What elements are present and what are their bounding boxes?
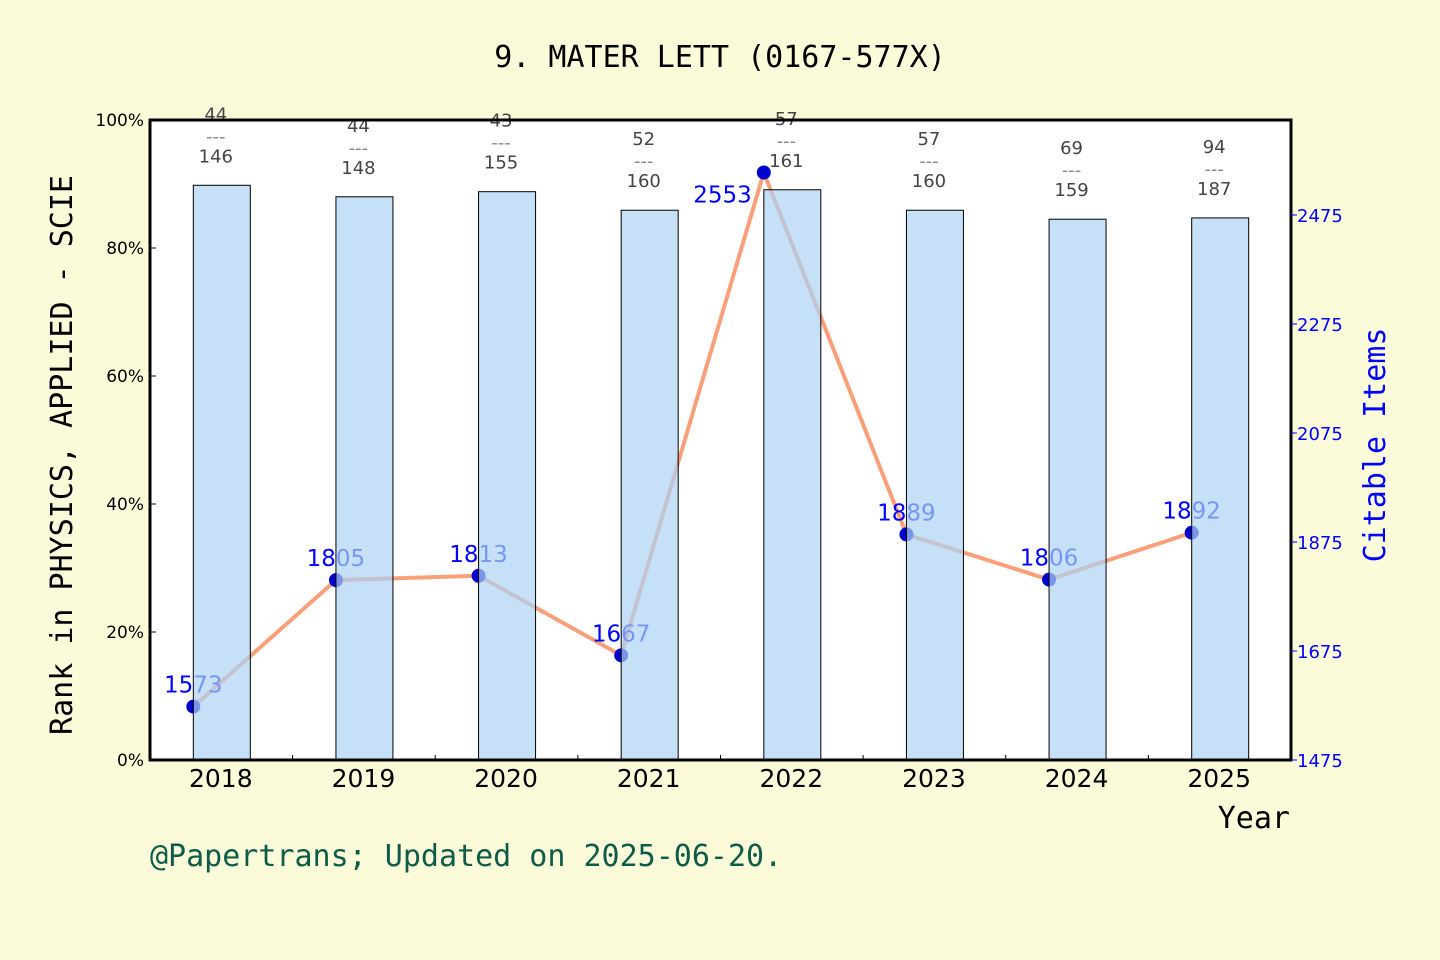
bar-separator: --- bbox=[919, 151, 939, 172]
y-tick-label: 20% bbox=[106, 623, 144, 643]
x-tick-label: 2023 bbox=[902, 764, 966, 793]
x-tick-label: 2021 bbox=[617, 764, 681, 793]
y2-axis-label: Citable Items bbox=[1358, 328, 1393, 563]
y2-tick-label: 2275 bbox=[1297, 315, 1343, 336]
rank-bar bbox=[478, 191, 537, 761]
y-tick-label: 80% bbox=[106, 239, 144, 259]
rank-bar bbox=[335, 196, 394, 761]
bar-total-label: 159 bbox=[1054, 180, 1088, 201]
bar-total-label: 146 bbox=[199, 146, 233, 167]
y2-tick-label: 1675 bbox=[1297, 642, 1343, 663]
x-tick-label: 2025 bbox=[1187, 764, 1251, 793]
plot-area bbox=[150, 120, 1291, 760]
chart-title: 9. MATER LETT (0167-577X) bbox=[494, 40, 946, 75]
bar-total-label: 187 bbox=[1197, 179, 1231, 200]
x-tick-label: 2022 bbox=[760, 764, 824, 793]
bar-separator: --- bbox=[777, 131, 797, 152]
y-axis-label: Rank in PHYSICS, APPLIED - SCIE bbox=[45, 175, 80, 735]
x-tick-label: 2020 bbox=[474, 764, 538, 793]
y2-tick-label: 1875 bbox=[1297, 533, 1343, 554]
y-tick-label: 40% bbox=[106, 495, 144, 515]
bar-rank-label: 69 bbox=[1060, 138, 1083, 159]
y-tick-label: 100% bbox=[95, 111, 144, 131]
bar-separator: --- bbox=[634, 151, 654, 172]
bar-separator: --- bbox=[491, 133, 511, 154]
rank-bar bbox=[1191, 217, 1250, 761]
x-tick-label: 2024 bbox=[1045, 764, 1109, 793]
rank-bar bbox=[192, 184, 251, 761]
bar-total-label: 155 bbox=[484, 153, 518, 174]
rank-bar bbox=[620, 209, 679, 761]
rank-bar bbox=[763, 189, 822, 761]
bar-total-label: 161 bbox=[769, 151, 803, 172]
bar-separator: --- bbox=[1204, 159, 1224, 180]
bar-total-label: 160 bbox=[627, 171, 661, 192]
bar-separator: --- bbox=[1062, 160, 1082, 181]
bar-rank-label: 52 bbox=[632, 129, 655, 150]
rank-bar bbox=[905, 209, 964, 761]
y-tick-label: 0% bbox=[117, 751, 144, 771]
bar-rank-label: 44 bbox=[204, 104, 227, 125]
line-value-label: 2553 bbox=[693, 182, 752, 208]
x-axis-label: Year bbox=[1218, 801, 1290, 836]
bar-rank-label: 94 bbox=[1203, 137, 1226, 158]
y2-tick-label: 2475 bbox=[1297, 206, 1343, 227]
bar-separator: --- bbox=[349, 138, 369, 159]
x-tick-label: 2018 bbox=[189, 764, 253, 793]
bar-rank-label: 57 bbox=[917, 129, 940, 150]
y2-tick-label: 1475 bbox=[1297, 751, 1343, 772]
y-tick-label: 60% bbox=[106, 367, 144, 387]
bar-total-label: 160 bbox=[912, 171, 946, 192]
y2-tick-label: 2075 bbox=[1297, 424, 1343, 445]
footer-credit: @Papertrans; Updated on 2025-06-20. bbox=[150, 839, 782, 874]
line-point bbox=[756, 165, 771, 180]
bar-separator: --- bbox=[206, 126, 226, 147]
rank-bar bbox=[1048, 218, 1107, 761]
x-tick-label: 2019 bbox=[332, 764, 396, 793]
bar-total-label: 148 bbox=[341, 158, 375, 179]
